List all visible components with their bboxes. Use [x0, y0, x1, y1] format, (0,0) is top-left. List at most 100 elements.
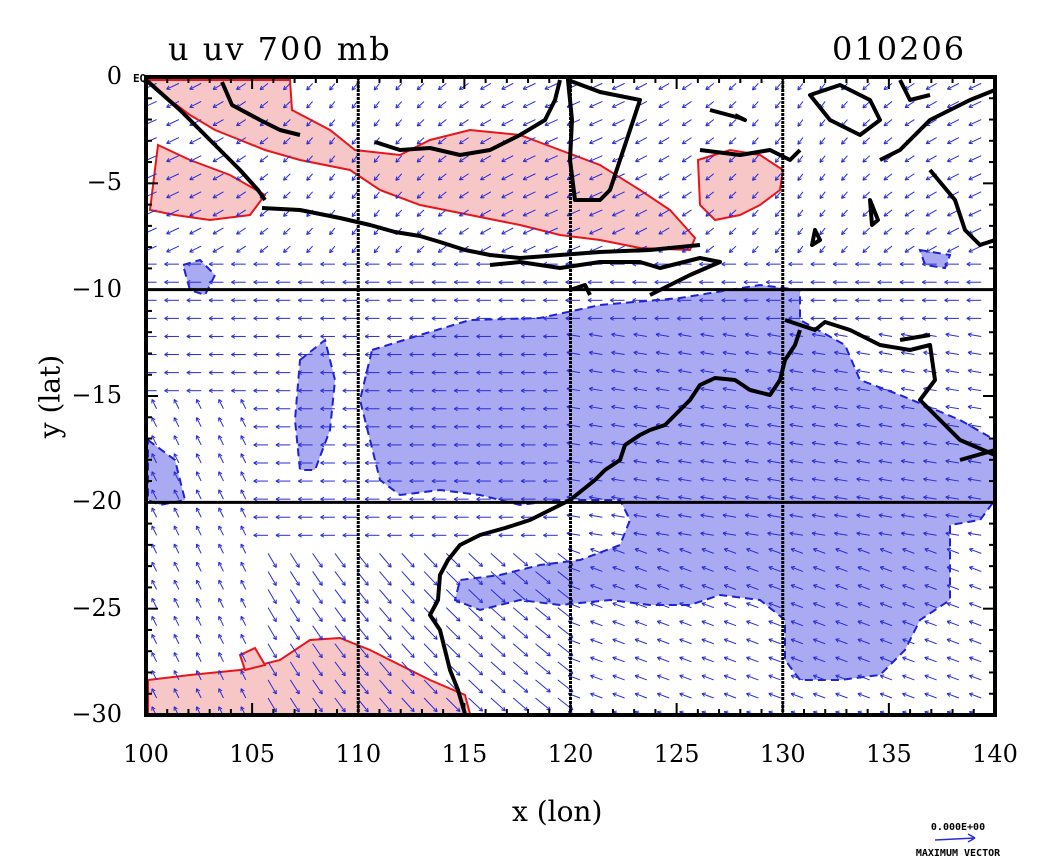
- wind-vector-head: [218, 435, 223, 439]
- wind-vector-head: [835, 638, 839, 643]
- wind-vector-head: [883, 121, 887, 127]
- wind-vector-head: [297, 498, 302, 502]
- wind-vector-head: [151, 453, 156, 457]
- wind-vector-head: [946, 103, 951, 108]
- wind-vector: [612, 101, 625, 108]
- wind-vector: [658, 209, 670, 217]
- wind-vector-head: [811, 351, 816, 356]
- wind-vector: [945, 496, 959, 500]
- wind-vector-head: [520, 316, 525, 319]
- wind-vector-head: [634, 638, 639, 643]
- wind-vector-head: [476, 370, 481, 374]
- wind-vector-head: [724, 547, 729, 550]
- wind-vector-head: [588, 424, 593, 428]
- wind-vector-head: [743, 297, 748, 301]
- wind-vector-head: [879, 657, 884, 661]
- wind-vector: [501, 227, 514, 235]
- wind-vector-head: [364, 691, 369, 695]
- wind-vector: [678, 496, 692, 500]
- wind-vector-head: [546, 600, 551, 603]
- wind-vector: [678, 460, 692, 464]
- wind-vector: [701, 566, 714, 572]
- wind-vector-head: [855, 279, 860, 283]
- wind-vector-head: [297, 299, 302, 303]
- wind-vector: [678, 351, 692, 356]
- wind-vector-head: [543, 532, 548, 536]
- wind-vector-head: [968, 103, 972, 108]
- wind-vector-head: [320, 316, 325, 319]
- wind-vector-head: [633, 440, 638, 444]
- x-tick-label: 105: [229, 740, 276, 768]
- wind-vector-head: [437, 158, 441, 163]
- wind-vector: [857, 638, 870, 645]
- wind-vector-head: [767, 333, 771, 338]
- wind-vector-head: [387, 709, 392, 713]
- wind-vector-head: [498, 460, 503, 464]
- wind-vector-head: [240, 561, 245, 565]
- wind-vector: [522, 101, 536, 108]
- wind-vector-head: [417, 214, 422, 217]
- wind-vector-head: [788, 281, 793, 285]
- wind-vector: [329, 83, 336, 91]
- wind-vector-head: [752, 230, 754, 235]
- wind-vector: [946, 548, 960, 554]
- wind-vector: [612, 191, 625, 199]
- wind-vector: [589, 191, 603, 199]
- wind-vector-head: [351, 140, 354, 145]
- wind-vector-head: [767, 514, 771, 518]
- wind-vector-head: [856, 514, 861, 518]
- wind-vector-head: [503, 562, 506, 567]
- wind-vector: [945, 478, 959, 482]
- wind-vector-head: [967, 513, 972, 516]
- wind-vector-head: [900, 514, 905, 518]
- wind-vector-head: [969, 565, 974, 568]
- wind-vector-head: [834, 459, 839, 462]
- wind-vector-head: [767, 388, 771, 392]
- wind-vector: [612, 674, 625, 681]
- wind-vector-head: [967, 406, 972, 410]
- wind-vector-head: [701, 547, 706, 550]
- wind-vector-head: [431, 299, 436, 303]
- wind-vector-head: [231, 336, 236, 339]
- wind-vector-head: [498, 444, 503, 448]
- wind-vector-head: [151, 615, 156, 620]
- wind-vector-head: [752, 142, 757, 145]
- wind-vector: [501, 82, 514, 90]
- wind-vector-head: [774, 176, 777, 181]
- wind-vector: [379, 553, 392, 568]
- wind-vector-head: [862, 251, 867, 253]
- wind-vector-head: [186, 336, 191, 339]
- wind-vector: [883, 101, 893, 109]
- wind-vector-head: [721, 299, 726, 303]
- wind-vector-head: [438, 196, 443, 199]
- wind-vector: [173, 525, 180, 536]
- wind-vector-head: [611, 442, 615, 446]
- wind-vector: [544, 137, 558, 144]
- wind-vector-head: [501, 600, 506, 603]
- wind-vector: [218, 652, 224, 663]
- wind-vector-head: [458, 194, 462, 199]
- wind-vector-head: [634, 656, 640, 658]
- wind-vector-head: [767, 495, 772, 498]
- wind-vector-head: [655, 332, 660, 335]
- wind-vector-head: [218, 453, 223, 457]
- wind-vector-head: [679, 547, 684, 550]
- wind-vector-head: [431, 460, 436, 464]
- wind-vector-head: [743, 279, 748, 283]
- wind-vector-head: [417, 251, 422, 254]
- wind-vector-head: [856, 460, 861, 464]
- wind-vector-head: [969, 656, 974, 658]
- wind-vector-head: [797, 142, 802, 145]
- wind-vector: [862, 245, 871, 253]
- wind-vector-head: [253, 388, 258, 392]
- wind-vector: [724, 693, 737, 699]
- wind-vector-head: [196, 688, 201, 692]
- wind-vector-head: [700, 478, 705, 482]
- wind-vector-head: [351, 124, 356, 127]
- wind-vector-head: [789, 478, 794, 482]
- wind-vector-head: [151, 525, 156, 529]
- wind-vector: [395, 137, 403, 145]
- wind-vector: [969, 638, 982, 645]
- wind-vector: [923, 424, 937, 428]
- wind-vector-head: [902, 584, 906, 589]
